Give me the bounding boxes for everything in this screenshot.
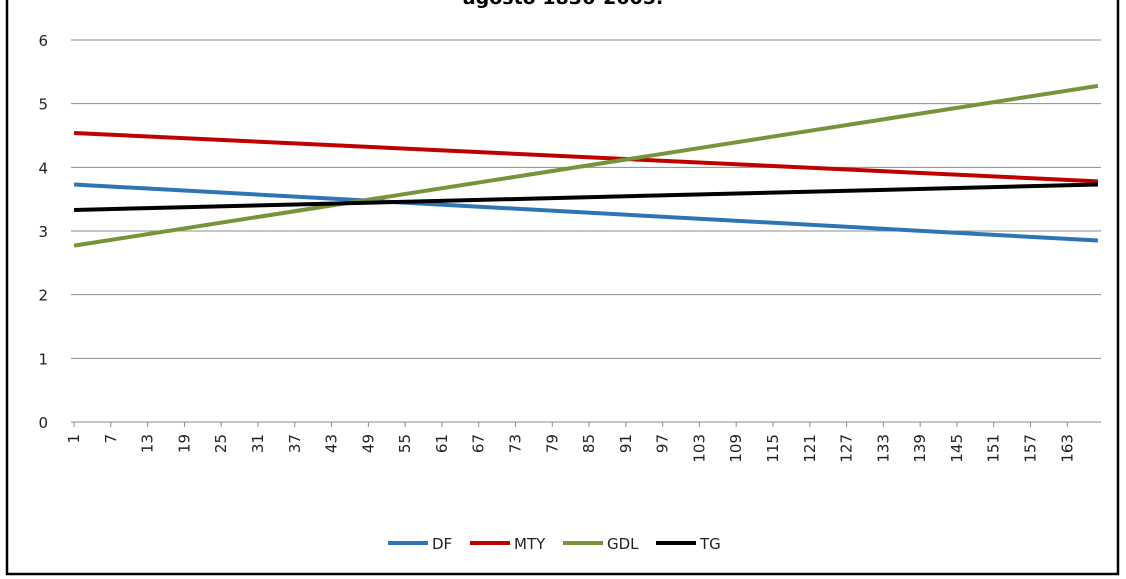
x-tick-label: 55 <box>396 434 414 453</box>
x-tick-label: 97 <box>654 434 672 453</box>
chart-title: agosto 1836-2005. <box>463 0 663 9</box>
y-tick-label: 3 <box>38 223 48 241</box>
y-tick-label: 6 <box>38 32 48 50</box>
x-tick-label: 163 <box>1058 434 1076 463</box>
legend-label: DF <box>432 535 452 553</box>
legend-label: GDL <box>607 535 639 553</box>
x-tick-label: 121 <box>801 434 819 463</box>
legend-label: TG <box>699 535 721 553</box>
x-tick-label: 127 <box>838 434 856 463</box>
x-tick-label: 157 <box>1021 434 1039 463</box>
y-tick-label: 5 <box>38 96 48 114</box>
x-tick-label: 151 <box>985 434 1003 463</box>
chart-border <box>5 0 1120 576</box>
series-line <box>73 83 1099 248</box>
x-tick-label: 91 <box>617 434 635 453</box>
x-tick-label: 31 <box>249 434 267 453</box>
legend-label: MTY <box>514 535 546 553</box>
x-tick-label: 49 <box>359 434 377 453</box>
x-tick-label: 67 <box>470 434 488 453</box>
x-tick-label: 13 <box>139 434 157 453</box>
x-tick-label: 79 <box>543 434 561 453</box>
series-line <box>74 182 1098 212</box>
y-tick-label: 0 <box>38 414 48 432</box>
x-tick-label: 103 <box>690 434 708 463</box>
x-tick-label: 85 <box>580 434 598 453</box>
y-tick-label: 4 <box>38 159 48 177</box>
x-tick-label: 73 <box>506 434 524 453</box>
y-tick-label: 1 <box>38 350 48 368</box>
x-tick-label: 19 <box>175 434 193 453</box>
x-tick-label: 133 <box>874 434 892 463</box>
series-line <box>73 182 1099 243</box>
x-tick-label: 139 <box>911 434 929 463</box>
x-tick-label: 61 <box>433 434 451 453</box>
x-tick-label: 7 <box>102 434 120 444</box>
x-tick-label: 37 <box>286 434 304 453</box>
x-tick-label: 1 <box>65 434 83 444</box>
y-tick-label: 2 <box>38 287 48 305</box>
series-line <box>73 130 1099 184</box>
x-tick-label: 109 <box>727 434 745 463</box>
x-tick-label: 145 <box>948 434 966 463</box>
x-tick-label: 25 <box>212 434 230 453</box>
x-tick-label: 43 <box>323 434 341 453</box>
x-tick-label: 115 <box>764 434 782 463</box>
